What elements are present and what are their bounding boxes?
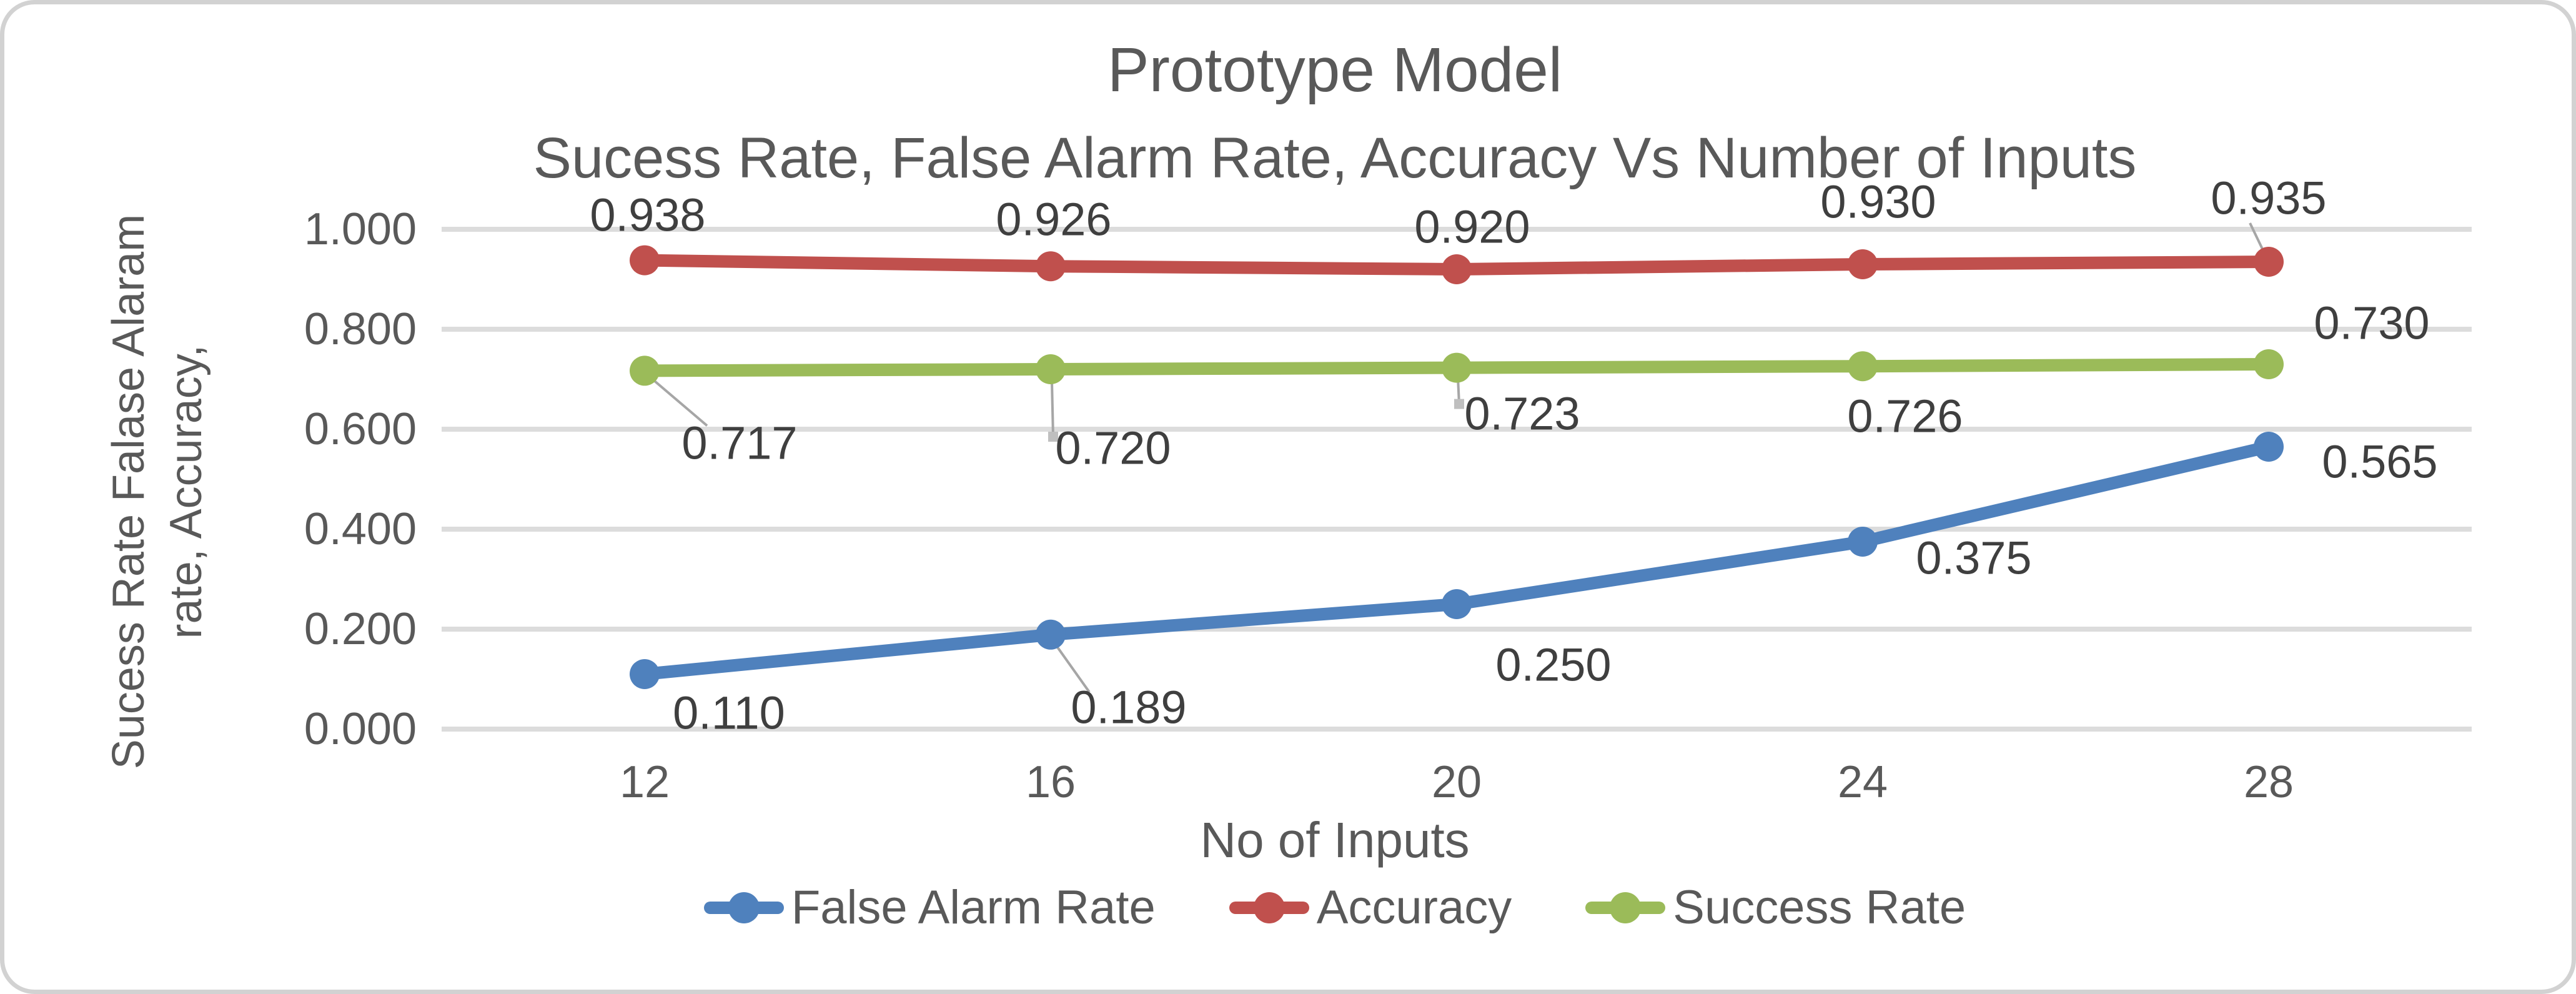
legend-item-false-alarm-rate: False Alarm Rate: [703, 881, 1156, 934]
data-point-marker-success-rate: [630, 355, 660, 386]
data-label-false-alarm-rate: 0.565: [2322, 435, 2438, 488]
y-axis-tick-label: 0.600: [304, 404, 417, 454]
x-axis-tick-label: 16: [1025, 757, 1076, 807]
data-point-marker-false-alarm-rate: [1442, 589, 1472, 619]
y-axis-tick-label: 0.400: [304, 504, 417, 554]
data-point-marker-success-rate: [1442, 352, 1472, 383]
data-label-success-rate: 0.730: [2314, 297, 2430, 349]
data-label-false-alarm-rate: 0.189: [1071, 681, 1187, 733]
data-label-success-rate: 0.723: [1464, 387, 1580, 440]
data-point-marker-accuracy: [2254, 247, 2284, 277]
data-point-marker-accuracy: [1442, 254, 1472, 284]
data-point-marker-false-alarm-rate: [1036, 619, 1066, 650]
data-point-marker-false-alarm-rate: [630, 659, 660, 689]
data-point-marker-accuracy: [630, 245, 660, 276]
legend-label: Accuracy: [1316, 881, 1512, 934]
legend-dot-icon: [1610, 892, 1642, 923]
chart-title: Prototype Model: [1107, 35, 1563, 105]
legend-item-success-rate: Success Rate: [1585, 884, 1966, 932]
data-label-accuracy: 0.935: [2211, 172, 2327, 224]
legend-dot-icon: [1253, 892, 1285, 923]
data-point-marker-success-rate: [1848, 351, 1878, 382]
data-point-marker-success-rate: [2254, 349, 2284, 379]
data-label-accuracy: 0.930: [1820, 176, 1936, 228]
legend-line-marker-icon: [1229, 892, 1309, 923]
legend-label: False Alarm Rate: [791, 881, 1156, 934]
x-axis-tick-label: 28: [2243, 757, 2294, 807]
y-axis-title: Sucess Rate Falase Alaram rate, Accuracy…: [100, 214, 215, 769]
label-leader-line: [1054, 644, 1091, 693]
x-axis-tick-label: 12: [619, 757, 670, 807]
data-label-false-alarm-rate: 0.375: [1916, 532, 2032, 584]
legend-label: Success Rate: [1673, 881, 1966, 934]
data-label-success-rate: 0.720: [1055, 422, 1171, 474]
data-label-success-rate: 0.717: [681, 417, 798, 469]
data-label-false-alarm-rate: 0.250: [1495, 639, 1612, 691]
label-leader-line: [1051, 381, 1054, 437]
data-label-success-rate: 0.726: [1847, 390, 1963, 442]
data-point-marker-accuracy: [1036, 251, 1066, 282]
legend-line-marker-icon: [1585, 892, 1666, 923]
x-axis-title: No of Inputs: [1200, 812, 1470, 868]
x-axis-tick-label: 24: [1837, 757, 1888, 807]
y-axis-tick-label: 0.200: [304, 604, 417, 654]
data-point-marker-success-rate: [1036, 354, 1066, 384]
legend-line-marker-icon: [703, 892, 784, 923]
y-axis-tick-label: 0.000: [304, 704, 417, 754]
plot-area: [442, 222, 2472, 732]
y-axis-title-line1: Sucess Rate Falase Alaram: [104, 214, 154, 770]
data-point-marker-false-alarm-rate: [2254, 432, 2284, 462]
legend-dot-icon: [728, 892, 760, 923]
legend-item-accuracy: Accuracy: [1229, 884, 1512, 932]
leader-end-square: [1048, 432, 1058, 442]
y-axis-tick-label: 1.000: [304, 204, 417, 254]
x-axis-tick-label: 20: [1431, 757, 1482, 807]
data-point-marker-false-alarm-rate: [1848, 527, 1878, 557]
data-point-marker-accuracy: [1848, 249, 1878, 279]
leader-end-square: [1454, 399, 1464, 409]
chart-subtitle: Sucess Rate, False Alarm Rate, Accuracy …: [533, 126, 2137, 190]
data-label-false-alarm-rate: 0.110: [673, 687, 785, 739]
chart-legend: False Alarm Rate Accuracy Success Rate: [4, 884, 2572, 932]
data-label-accuracy: 0.920: [1414, 201, 1530, 253]
y-axis-title-line2: rate, Accuracy,: [161, 344, 211, 639]
labels-layer: 1.000 0.800 0.600 0.400 0.200 0.000 12 16 20 24 28…: [4, 4, 2572, 990]
data-label-accuracy: 0.938: [590, 189, 706, 241]
label-leader-line: [647, 374, 708, 427]
data-label-accuracy: 0.926: [996, 193, 1112, 246]
y-axis-tick-label: 0.800: [304, 304, 417, 354]
